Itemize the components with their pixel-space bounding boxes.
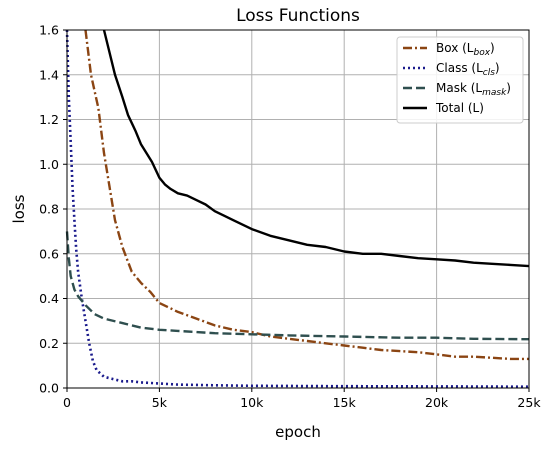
y-tick-label: 0.6 [39, 246, 59, 261]
legend: Box (Lbox) Class (Lcls) Mask (Lmask) Total … [396, 36, 524, 124]
x-tick-label: 10k [240, 395, 264, 410]
series-layer [65, 29, 530, 388]
y-tick-label: 0.2 [39, 336, 59, 351]
x-tick-label: 25k [517, 395, 541, 410]
ticks: 0 5k 10k 15k 20k 25k 0.0 0.2 0.4 0.6 0.8 1.0 1.2 1.4 1… [39, 23, 541, 411]
series-line-cls [65, 29, 530, 388]
legend-label: Class (Lcls) [436, 61, 500, 78]
y-tick-label: 0.8 [39, 202, 59, 217]
y-axis-label: loss [10, 194, 28, 223]
series-line-box [84, 29, 529, 361]
series-line-total [102, 29, 530, 268]
y-tick-label: 1.4 [39, 67, 59, 82]
x-tick-label: 0 [63, 395, 71, 410]
y-tick-label: 0.0 [39, 381, 59, 396]
chart-title: Loss Functions [236, 6, 360, 26]
legend-label: Box (Lbox) [436, 41, 495, 58]
legend-label: Total (L) [435, 101, 484, 115]
x-tick-label: 15k [333, 395, 357, 410]
x-axis-label: epoch [275, 423, 321, 441]
y-tick-label: 1.6 [39, 23, 59, 38]
series-line-mask [65, 231, 530, 341]
x-tick-label: 20k [425, 395, 449, 410]
legend-label: Mask (Lmask) [436, 81, 511, 98]
y-tick-label: 1.2 [39, 112, 59, 127]
y-tick-label: 0.4 [39, 291, 59, 306]
legend-box [396, 36, 524, 124]
y-tick-label: 1.0 [39, 157, 59, 172]
x-tick-label: 5k [152, 395, 168, 410]
